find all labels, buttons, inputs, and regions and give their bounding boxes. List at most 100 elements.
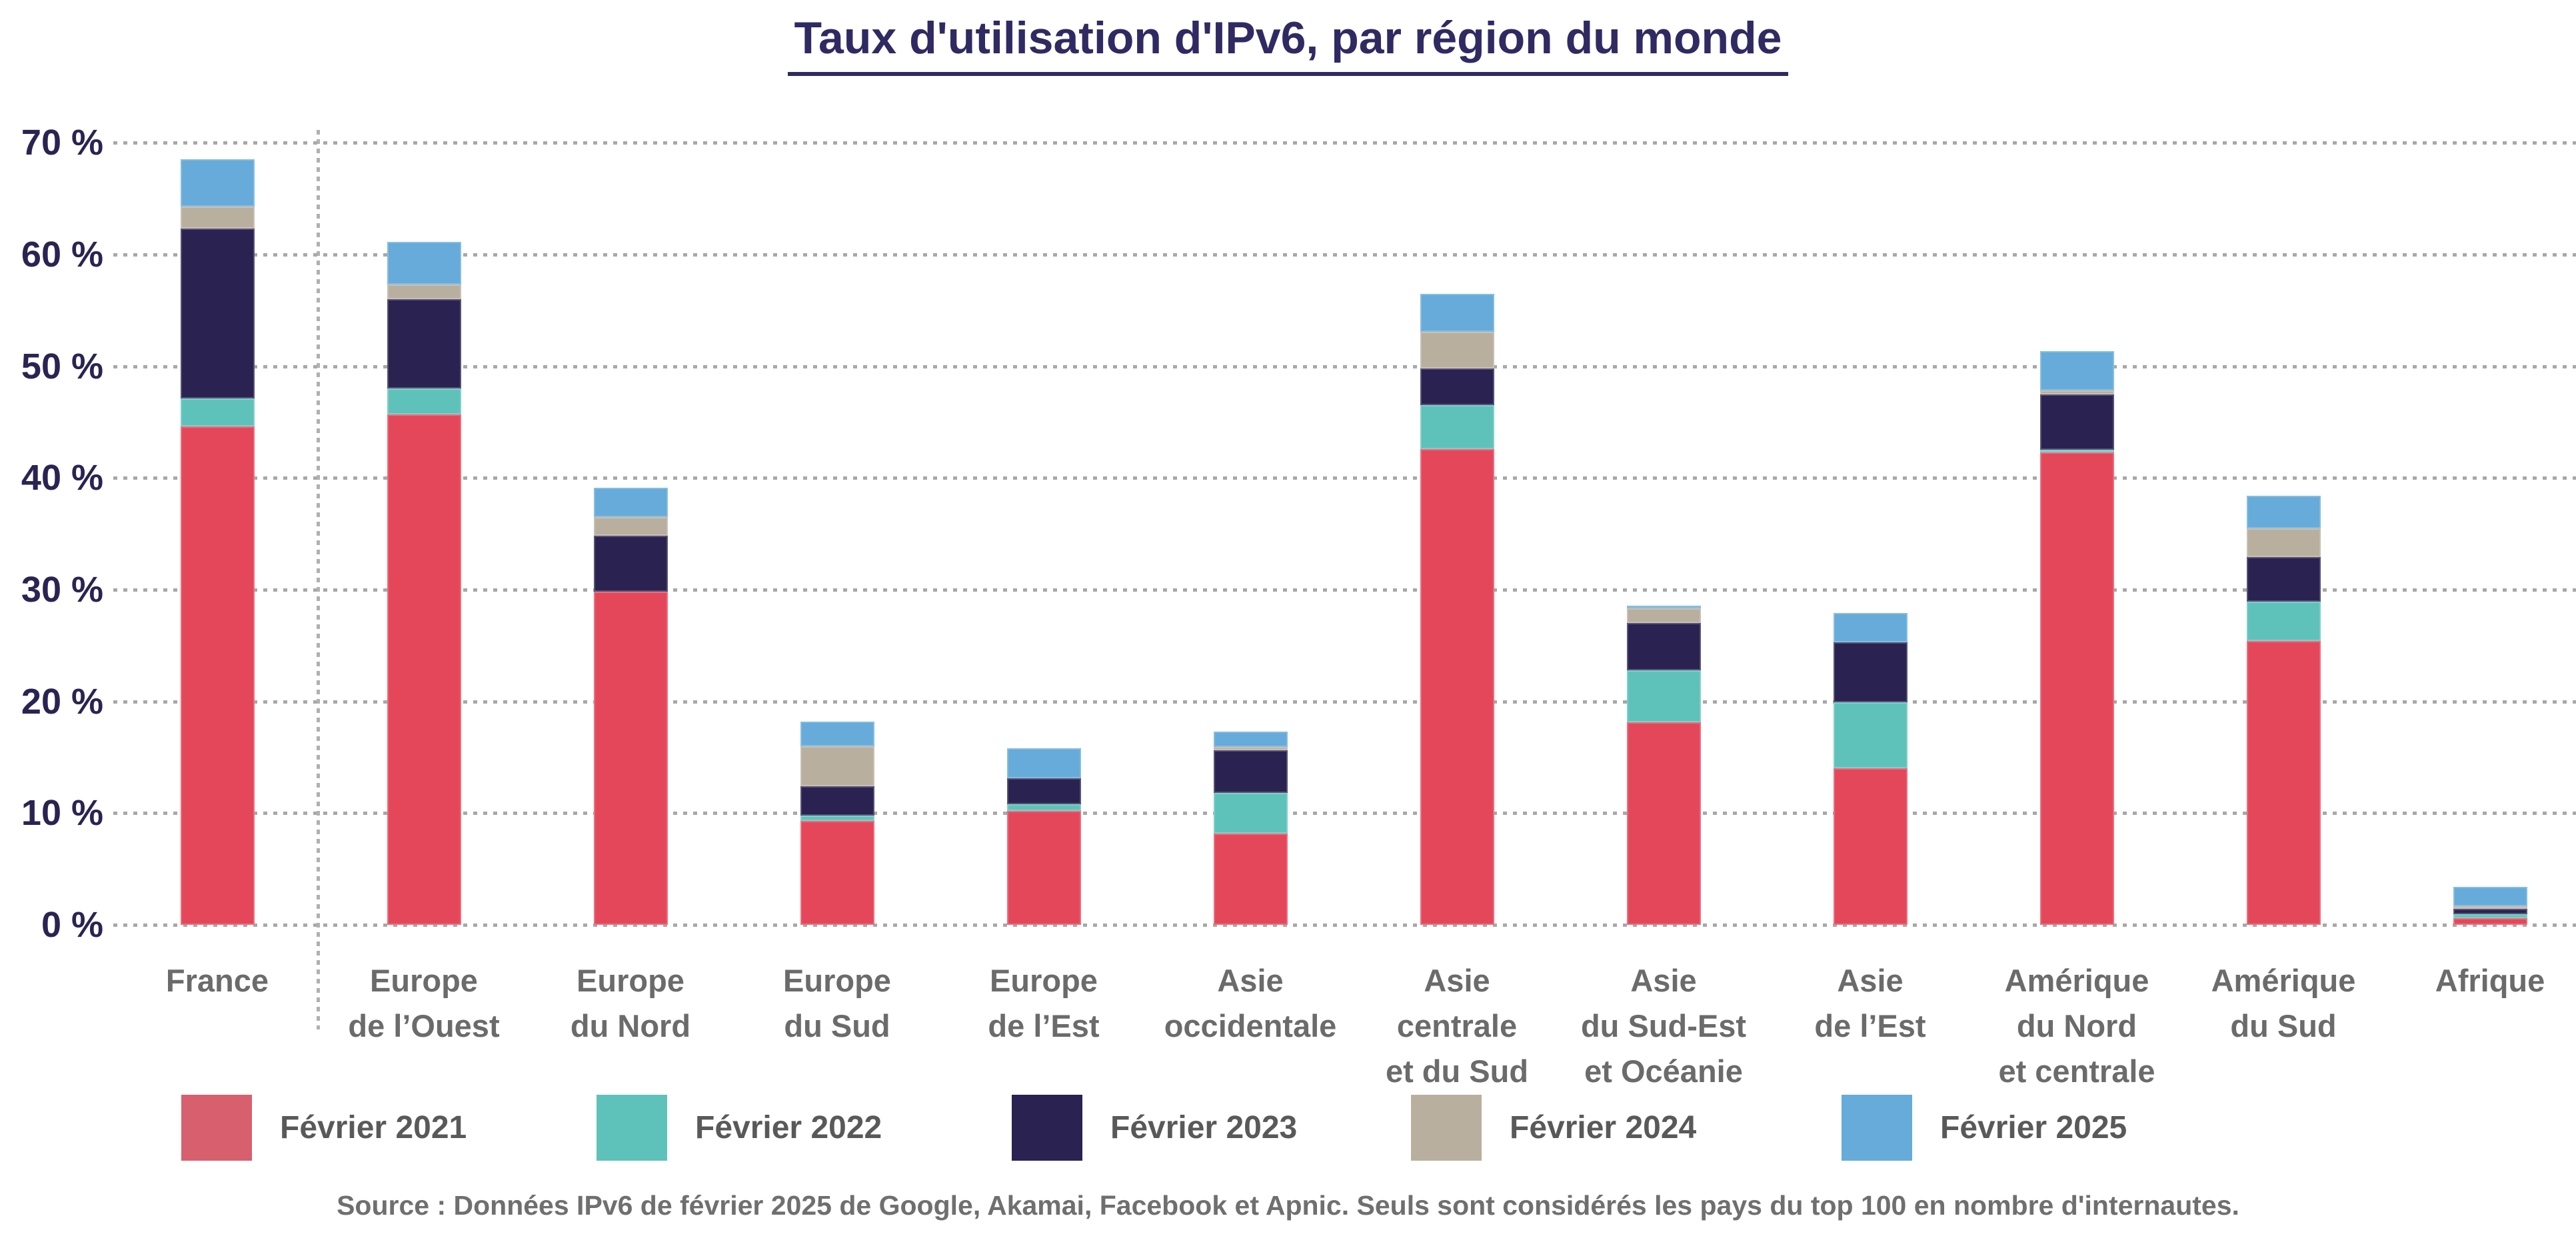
bar-segment-europe-de-l-ouest-fevrier-2025	[387, 242, 461, 285]
x-category-label-asie-de-l-est: Asie de l’Est	[1760, 958, 1980, 1049]
bar-segment-asie-occidentale-fevrier-2023	[1213, 750, 1288, 794]
bar-segment-asie-de-l-est-fevrier-2023	[1833, 642, 1908, 703]
x-category-label-line: du Sud-Est	[1580, 1008, 1747, 1043]
x-category-label-line: Asie	[1630, 963, 1697, 998]
x-category-label-line: Europe	[990, 963, 1098, 998]
legend-swatch-fevrier-2023	[1012, 1095, 1082, 1161]
legend-swatch-fevrier-2024	[1411, 1095, 1482, 1161]
bar-segment-europe-de-l-ouest-fevrier-2023	[387, 299, 461, 389]
x-category-label-line: du Sud	[2230, 1008, 2337, 1043]
bar-segment-france-fevrier-2022	[180, 398, 255, 427]
bar-europe-du-nord	[593, 488, 668, 925]
x-category-label-line: et du Sud	[1385, 1053, 1529, 1089]
bar-segment-amerique-du-sud-fevrier-2022	[2246, 602, 2321, 642]
legend-label-fevrier-2022: Février 2022	[695, 1110, 882, 1145]
x-category-label-line: Europe	[577, 963, 684, 998]
x-category-label-line: Amérique	[2211, 963, 2356, 998]
bar-france	[180, 159, 255, 925]
bar-afrique	[2453, 887, 2527, 925]
bar-asie-de-l-est	[1833, 613, 1908, 925]
gridline-10	[113, 812, 2576, 816]
bar-segment-europe-de-l-est-fevrier-2022	[1006, 804, 1081, 811]
y-tick-label-20: 20 %	[21, 681, 103, 722]
gridline-60	[113, 253, 2576, 257]
x-category-label-line: du Sud	[784, 1008, 890, 1043]
gridline-50	[113, 364, 2576, 368]
y-tick-label-70: 70 %	[21, 123, 103, 163]
gridline-70	[113, 141, 2576, 145]
bar-europe-du-sud	[800, 721, 874, 925]
bar-segment-amerique-du-sud-fevrier-2021	[2246, 641, 2321, 925]
bar-segment-asie-occidentale-fevrier-2022	[1213, 793, 1288, 834]
bar-segment-asie-du-sud-est-et-oceanie-fevrier-2021	[1626, 722, 1701, 925]
bar-segment-europe-du-nord-fevrier-2024	[593, 516, 668, 536]
bar-segment-europe-de-l-est-fevrier-2021	[1006, 810, 1081, 925]
bar-segment-europe-du-sud-fevrier-2022	[800, 815, 874, 822]
bar-segment-asie-centrale-et-du-sud-fevrier-2022	[1420, 405, 1494, 449]
bar-segment-asie-du-sud-est-et-oceanie-fevrier-2023	[1626, 623, 1701, 670]
bar-segment-europe-de-l-ouest-fevrier-2021	[387, 414, 461, 925]
x-category-label-line: Europe	[783, 963, 891, 998]
x-category-label-line: centrale	[1396, 1008, 1518, 1043]
france-separator-line	[317, 130, 320, 1029]
bar-segment-europe-du-nord-fevrier-2021	[593, 592, 668, 925]
x-category-label-line: Amérique	[2004, 963, 2149, 998]
x-category-label-line: du Nord	[2016, 1008, 2137, 1043]
bar-amerique-du-sud	[2246, 496, 2321, 925]
x-category-label-amerique-du-nord-et-centrale: Amérique du Nord et centrale	[1967, 958, 2187, 1094]
bar-segment-europe-de-l-ouest-fevrier-2022	[387, 388, 461, 414]
bar-segment-asie-de-l-est-fevrier-2022	[1833, 702, 1908, 769]
bar-europe-de-l-ouest	[387, 242, 461, 925]
x-category-label-line: de l’Ouest	[348, 1008, 500, 1043]
bar-segment-asie-de-l-est-fevrier-2021	[1833, 768, 1908, 925]
x-category-label-line: et centrale	[1998, 1053, 2155, 1089]
bar-segment-europe-de-l-est-fevrier-2025	[1006, 748, 1081, 779]
bar-segment-france-fevrier-2024	[180, 206, 255, 229]
legend-label-fevrier-2023: Février 2023	[1110, 1110, 1298, 1145]
bar-segment-asie-centrale-et-du-sud-fevrier-2024	[1420, 331, 1494, 368]
y-tick-label-50: 50 %	[21, 346, 103, 386]
x-category-label-line: occidentale	[1164, 1008, 1337, 1043]
bar-segment-afrique-fevrier-2025	[2453, 887, 2527, 906]
bar-asie-occidentale	[1213, 731, 1288, 925]
x-category-label-europe-du-sud: Europe du Sud	[727, 958, 947, 1049]
y-tick-label-40: 40 %	[21, 458, 103, 498]
chart-title-row: Taux d'utilisation d'IPv6, par région du…	[0, 12, 2576, 76]
bar-segment-europe-du-sud-fevrier-2024	[800, 746, 874, 787]
x-category-label-line: Afrique	[2435, 963, 2545, 998]
x-category-label-line: de l’Est	[1814, 1008, 1926, 1043]
x-category-label-asie-occidentale: Asie occidentale	[1140, 958, 1360, 1049]
bar-segment-europe-du-sud-fevrier-2025	[800, 721, 874, 746]
bar-segment-france-fevrier-2023	[180, 229, 255, 399]
bar-segment-asie-du-sud-est-et-oceanie-fevrier-2025	[1626, 606, 1701, 609]
x-category-label-asie-centrale-et-du-sud: Asie centrale et du Sud	[1347, 958, 1567, 1094]
x-category-label-line: France	[165, 963, 269, 998]
legend-label-fevrier-2021: Février 2021	[280, 1110, 467, 1145]
legend-label-fevrier-2024: Février 2024	[1510, 1110, 1697, 1145]
bar-segment-europe-du-sud-fevrier-2021	[800, 821, 874, 925]
bar-segment-amerique-du-nord-et-centrale-fevrier-2024	[2039, 390, 2114, 395]
x-category-label-line: de l’Est	[988, 1008, 1100, 1043]
x-category-label-asie-du-sud-est-et-oceanie: Asie du Sud-Est et Océanie	[1554, 958, 1774, 1094]
bar-segment-asie-de-l-est-fevrier-2025	[1833, 613, 1908, 642]
x-category-label-line: du Nord	[570, 1008, 691, 1043]
y-tick-label-10: 10 %	[21, 793, 103, 834]
y-tick-label-0: 0 %	[41, 905, 103, 945]
x-category-label-line: Asie	[1837, 963, 1904, 998]
x-category-label-amerique-du-sud: Amérique du Sud	[2173, 958, 2393, 1049]
x-category-label-line: Asie	[1217, 963, 1284, 998]
bar-asie-du-sud-est-et-oceanie	[1626, 606, 1701, 925]
bar-segment-amerique-du-sud-fevrier-2024	[2246, 528, 2321, 558]
bar-segment-asie-centrale-et-du-sud-fevrier-2025	[1420, 293, 1494, 332]
bar-segment-asie-centrale-et-du-sud-fevrier-2021	[1420, 448, 1494, 925]
bar-segment-afrique-fevrier-2024	[2453, 906, 2527, 909]
gridline-40	[113, 476, 2576, 480]
bar-europe-de-l-est	[1006, 748, 1081, 925]
y-tick-label-30: 30 %	[21, 569, 103, 610]
bar-segment-asie-occidentale-fevrier-2025	[1213, 731, 1288, 748]
bar-asie-centrale-et-du-sud	[1420, 293, 1494, 925]
x-category-label-line: Asie	[1424, 963, 1490, 998]
bar-segment-amerique-du-sud-fevrier-2025	[2246, 496, 2321, 528]
x-category-label-line: et Océanie	[1584, 1053, 1743, 1089]
